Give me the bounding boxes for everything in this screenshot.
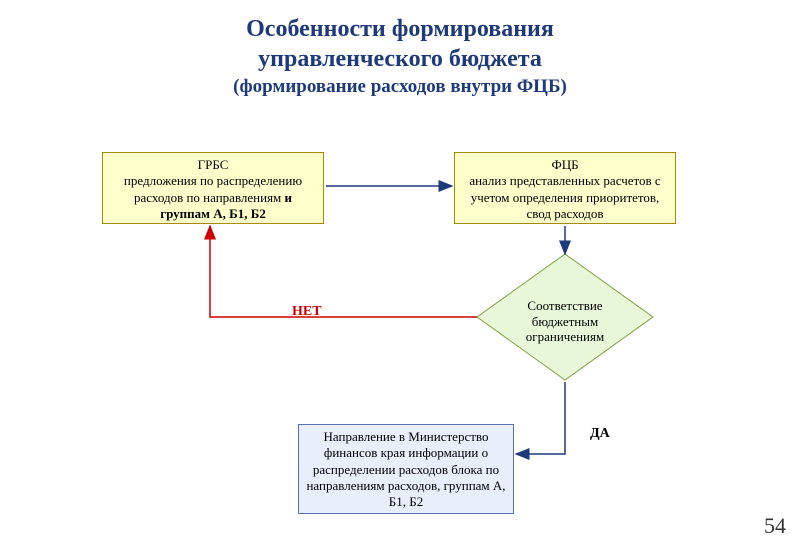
node-grbs: ГРБС предложения по распределению расход… <box>102 152 324 224</box>
node-ministry-text: Направление в Министерство финансов края… <box>306 429 505 509</box>
label-no: НЕТ <box>292 304 322 320</box>
decision-l3: ограничениям <box>526 329 604 344</box>
node-fcb-text: анализ представленных расчетов с учетом … <box>469 173 660 221</box>
subtitle: (формирование расходов внутри ФЦБ) <box>0 76 800 98</box>
node-decision: Соответствие бюджетным ограничениям <box>495 262 635 372</box>
node-fcb-heading: ФЦБ <box>551 157 578 172</box>
node-ministry: Направление в Министерство финансов края… <box>298 424 514 514</box>
page-number: 54 <box>764 513 786 539</box>
node-fcb: ФЦБ анализ представленных расчетов с уче… <box>454 152 676 224</box>
node-grbs-text: предложения по распределению расходов по… <box>124 173 302 204</box>
title-line1: Особенности формирования <box>246 16 554 42</box>
decision-l2: бюджетным <box>532 314 598 329</box>
label-yes: ДА <box>590 426 610 442</box>
decision-l1: Соответствие <box>527 298 602 313</box>
node-grbs-heading: ГРБС <box>198 157 229 172</box>
title-line2: управленческого бюджета <box>258 46 542 72</box>
